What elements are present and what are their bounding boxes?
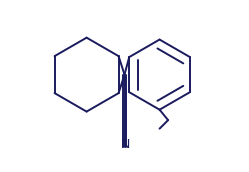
Text: N: N — [121, 138, 130, 151]
